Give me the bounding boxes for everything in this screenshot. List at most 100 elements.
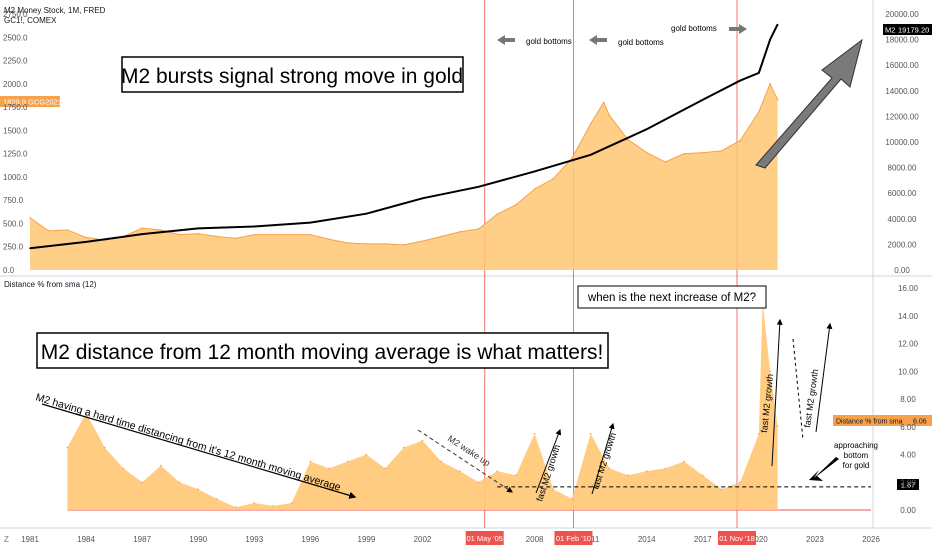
- distance-point: [608, 467, 611, 470]
- right-axis-tick: 20000.00: [885, 10, 919, 19]
- m2-point: [29, 247, 31, 250]
- distance-point: [515, 474, 517, 477]
- distance-point: [552, 488, 555, 490]
- distance-point: [272, 505, 274, 507]
- gold-price-point: [66, 229, 69, 231]
- gold-price-point: [608, 114, 611, 117]
- left-axis-tick: 750.0: [3, 196, 24, 205]
- time-marker-badge: [718, 531, 757, 545]
- wake-arrow: [417, 429, 514, 493]
- gold-price-point: [328, 238, 330, 241]
- left-axis-tick: 500.0: [3, 219, 24, 228]
- indicator-axis-tick: 10.00: [898, 367, 919, 376]
- gold-price-point: [197, 232, 199, 235]
- m2-point: [533, 170, 536, 173]
- bottom-chart-title: Distance % from sma (12): [4, 280, 97, 289]
- time-axis-tick: 1999: [358, 535, 376, 544]
- distance-point: [85, 412, 87, 414]
- m2-point: [85, 241, 87, 243]
- m2-badge-value: 19179.20: [898, 26, 929, 35]
- top-chart-subtitle: GC1!, COMEX: [4, 16, 57, 25]
- distance-point: [571, 498, 573, 500]
- growth-arrow: [591, 422, 615, 495]
- distance-point: [739, 481, 741, 484]
- left-axis-tick: 1750.0: [3, 103, 28, 112]
- bottom-headline: M2 distance from 12 month moving average…: [41, 341, 604, 364]
- distance-point: [645, 470, 648, 472]
- gold-bottom-arrow: [589, 35, 607, 45]
- right-axis-tick: 10000.00: [885, 138, 919, 147]
- gold-price-point: [290, 233, 293, 236]
- time-marker-badge: [465, 531, 504, 545]
- time-axis-tick: 2026: [862, 535, 880, 544]
- left-axis-tick: 2250.0: [3, 57, 28, 66]
- indicator-axis-tick: 0.00: [900, 506, 916, 515]
- gold-price-point: [160, 229, 162, 231]
- indicator-axis-tick: 8.00: [900, 395, 916, 404]
- indicator-axis-tick: 14.00: [898, 312, 919, 321]
- level-badge: [897, 479, 919, 490]
- time-axis-tick: 1987: [133, 535, 151, 544]
- distance-point: [664, 467, 667, 470]
- time-axis-tick: 2008: [526, 535, 544, 544]
- distance-point: [683, 460, 685, 463]
- gold-price-point: [47, 230, 50, 232]
- gold-price-point: [496, 213, 499, 215]
- indicator-axis-tick: 12.00: [898, 340, 919, 349]
- bottom-note-arrow: [809, 457, 839, 481]
- top-headline: M2 bursts signal strong move in gold: [121, 65, 463, 88]
- time-axis-tick: 1981: [21, 535, 39, 544]
- time-marker-label: 01 May '05: [466, 534, 502, 543]
- distance-point: [627, 474, 629, 477]
- distance-point: [702, 474, 704, 477]
- gold-price-area: [30, 83, 778, 271]
- gold-price-point: [29, 217, 31, 219]
- bottom-note-line: bottom: [844, 451, 869, 460]
- distance-point: [66, 446, 69, 449]
- left-axis-tick: 1000.0: [3, 173, 28, 182]
- left-axis-tick: 0.0: [3, 266, 15, 275]
- m2-point: [197, 227, 199, 230]
- gold-price-point: [683, 152, 685, 155]
- right-axis-tick: 4000.00: [888, 215, 917, 224]
- left-axis-tick: 1250.0: [3, 150, 28, 159]
- timezone-label: Z: [4, 535, 9, 544]
- indicator-badge: [833, 415, 932, 426]
- gold-price-point: [365, 243, 368, 245]
- distance-point: [253, 502, 256, 504]
- distance-point: [197, 488, 199, 490]
- bottom-note-line: for gold: [843, 461, 870, 470]
- question-text: when is the next increase of M2?: [587, 292, 756, 304]
- gold-price-point: [272, 233, 274, 236]
- right-axis-tick: 0.00: [894, 266, 910, 275]
- gold-price-point: [515, 204, 517, 206]
- gold-price-point: [739, 139, 741, 142]
- gold-price-point: [346, 242, 349, 244]
- m2-point: [758, 72, 760, 74]
- right-axis-tick: 8000.00: [888, 164, 917, 173]
- big-up-arrow: [755, 38, 863, 169]
- time-axis-tick: 1990: [189, 535, 207, 544]
- gold-bottom-arrow: [729, 24, 747, 34]
- growth-arrow: [535, 428, 562, 494]
- gold-price-point: [178, 233, 181, 236]
- gold-price-point: [216, 235, 218, 238]
- distance-point: [365, 453, 368, 456]
- distance-point: [589, 432, 592, 435]
- left-axis-tick: 250.0: [3, 243, 24, 252]
- distance-point: [720, 488, 723, 490]
- time-axis-tick: 2020: [750, 535, 768, 544]
- m2-point: [702, 98, 704, 101]
- distance-area: [67, 301, 778, 510]
- level-value: 1.67: [901, 481, 916, 490]
- bottom-headline-box: [36, 332, 609, 369]
- distance-point: [533, 432, 536, 435]
- gold-price-point: [234, 237, 237, 240]
- indicator-badge-value: 6.06: [913, 419, 927, 426]
- distance-point: [122, 467, 125, 470]
- distance-point: [216, 498, 218, 500]
- indicator-axis-tick: 6.00: [900, 423, 916, 432]
- indicator-axis-tick: 2.00: [900, 478, 916, 487]
- diagonal-arrow: [41, 403, 357, 499]
- distance-point: [384, 467, 386, 470]
